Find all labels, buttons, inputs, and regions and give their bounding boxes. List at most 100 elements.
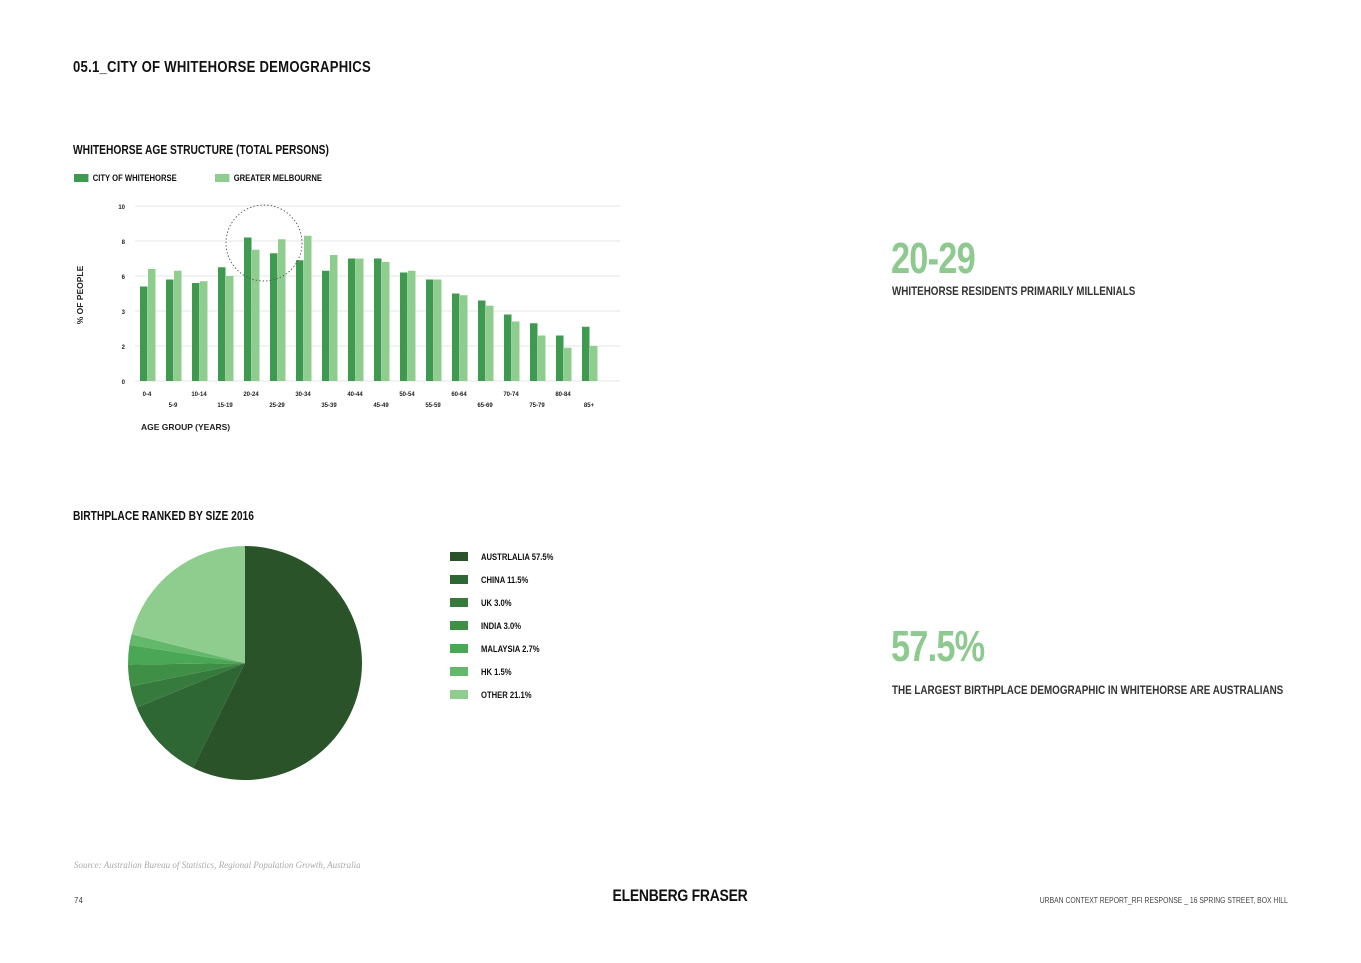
bar-melbourne: [330, 255, 338, 381]
bar-whitehorse: [426, 279, 434, 381]
bar-melbourne: [408, 270, 416, 381]
bar-whitehorse: [140, 286, 148, 381]
bar-melbourne: [434, 279, 442, 381]
pie-legend-swatch: [450, 690, 468, 699]
bar-melbourne: [278, 239, 286, 381]
pie-legend-label: AUSTRLALIA 57.5%: [481, 551, 554, 562]
bar-melbourne: [148, 269, 156, 381]
source-note: Source: Australian Bureau of Statistics,…: [74, 860, 361, 870]
legend-swatch-melbourne: [214, 174, 230, 182]
bar-melbourne: [382, 262, 390, 381]
bar-melbourne: [200, 281, 208, 381]
pie-legend-swatch: [450, 575, 468, 584]
pie-legend-swatch: [450, 552, 468, 561]
y-tick-label: 6: [122, 275, 126, 281]
x-axis-label: AGE GROUP (YEARS): [141, 422, 230, 432]
birthplace-pie-chart: [128, 546, 362, 780]
bar-melbourne: [512, 321, 520, 381]
pie-legend-item: CHINA 11.5%: [450, 568, 566, 591]
x-tick-label: 25-29: [269, 403, 285, 409]
pie-legend-label: INDIA 3.0%: [481, 620, 522, 631]
bar-whitehorse: [192, 283, 200, 381]
bar-whitehorse: [582, 326, 590, 381]
bar-legend: CITY OF WHITEHORSE GREATER MELBOURNE: [74, 173, 341, 183]
footer-document-title: URBAN CONTEXT REPORT_RFI RESPONSE _ 16 S…: [1039, 896, 1288, 905]
bar-whitehorse: [244, 237, 252, 381]
bar-whitehorse: [530, 323, 538, 381]
x-tick-label: 80-84: [555, 392, 571, 398]
birthplace-chart-title: BIRTHPLACE RANKED BY SIZE 2016: [73, 509, 254, 523]
bar-melbourne: [564, 347, 572, 381]
bar-whitehorse: [452, 293, 460, 381]
stat-australians-value: 57.5%: [891, 622, 985, 671]
bar-melbourne: [460, 295, 468, 381]
pie-legend-item: MALAYSIA 2.7%: [450, 637, 566, 660]
x-tick-label: 75-79: [529, 403, 545, 409]
x-tick-label: 30-34: [295, 392, 311, 398]
pie-legend-item: OTHER 21.1%: [450, 683, 566, 706]
pie-legend-item: HK 1.5%: [450, 660, 566, 683]
page-number: 74: [74, 896, 83, 905]
bar-melbourne: [304, 235, 312, 381]
x-tick-label: 20-24: [243, 392, 259, 398]
bar-whitehorse: [322, 270, 330, 381]
bar-whitehorse: [556, 335, 564, 381]
x-tick-label: 5-9: [169, 403, 178, 409]
legend-swatch-whitehorse: [74, 174, 89, 182]
pie-slice-3: [128, 663, 245, 687]
y-tick-label: 0: [122, 380, 126, 386]
y-tick-label: 8: [122, 240, 126, 246]
y-tick-label: 2: [122, 345, 126, 351]
bar-whitehorse: [218, 267, 226, 381]
bar-whitehorse: [478, 300, 486, 381]
bar-melbourne: [174, 270, 182, 381]
pie-legend-label: OTHER 21.1%: [481, 689, 532, 700]
bar-whitehorse: [296, 260, 304, 381]
pie-legend-label: CHINA 11.5%: [481, 574, 529, 585]
pie-legend-label: HK 1.5%: [481, 666, 512, 677]
brand-logo: ELENBERG FRASER: [612, 886, 748, 905]
bar-melbourne: [226, 276, 234, 381]
bar-whitehorse: [348, 258, 356, 381]
pie-legend: AUSTRLALIA 57.5% CHINA 11.5% UK 3.0% INDIA …: [450, 545, 566, 706]
y-tick-label: 3: [122, 310, 126, 316]
pie-legend-swatch: [450, 598, 468, 607]
bar-melbourne: [486, 305, 494, 381]
x-tick-label: 0-4: [143, 392, 152, 398]
pie-legend-swatch: [450, 644, 468, 653]
pie-slice-5: [129, 634, 245, 663]
x-tick-label: 40-44: [347, 392, 363, 398]
pie-slice-4: [128, 644, 245, 665]
x-tick-label: 70-74: [503, 392, 519, 398]
legend-label-melbourne: GREATER MELBOURNE: [233, 173, 322, 183]
bar-melbourne: [356, 258, 364, 381]
y-axis-label: % OF PEOPLE: [75, 265, 85, 324]
legend-label-whitehorse: CITY OF WHITEHORSE: [92, 173, 177, 183]
bar-whitehorse: [400, 272, 408, 381]
pie-slice-6: [131, 546, 245, 663]
pie-legend-item: AUSTRLALIA 57.5%: [450, 545, 566, 568]
legend-item-melbourne: GREATER MELBOURNE: [214, 173, 322, 183]
bar-melbourne: [252, 249, 260, 381]
pie-legend-item: INDIA 3.0%: [450, 614, 566, 637]
x-tick-label: 50-54: [399, 392, 415, 398]
age-chart-title: WHITEHORSE AGE STRUCTURE (TOTAL PERSONS): [73, 143, 329, 157]
x-tick-label: 55-59: [425, 403, 441, 409]
x-tick-label: 85+: [584, 403, 595, 409]
pie-slice-2: [130, 663, 245, 708]
page-title: 05.1_CITY OF WHITEHORSE DEMOGRAPHICS: [73, 59, 372, 76]
bar-whitehorse: [270, 253, 278, 381]
x-tick-label: 10-14: [191, 392, 207, 398]
pie-slice-0: [193, 546, 362, 780]
stat-millenials-value: 20-29: [891, 234, 976, 283]
stat-millenials-caption: WHITEHORSE RESIDENTS PRIMARILY MILLENIAL…: [892, 284, 1136, 298]
pie-legend-item: UK 3.0%: [450, 591, 566, 614]
bar-whitehorse: [374, 258, 382, 381]
bar-melbourne: [538, 335, 546, 381]
pie-legend-swatch: [450, 667, 468, 676]
highlight-circle: [225, 204, 303, 282]
legend-item-whitehorse: CITY OF WHITEHORSE: [74, 173, 177, 183]
bar-whitehorse: [166, 279, 174, 381]
pie-legend-label: UK 3.0%: [481, 597, 512, 608]
pie-slice-1: [136, 663, 245, 768]
